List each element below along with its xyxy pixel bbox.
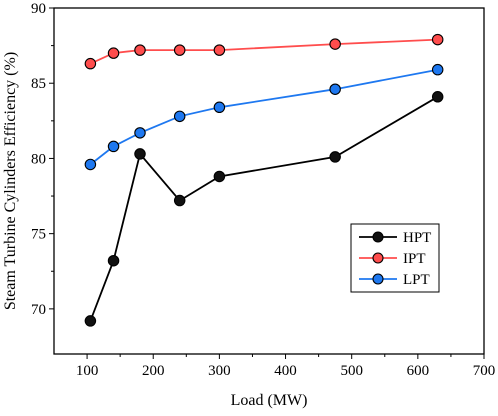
x-tick-label: 600: [407, 363, 430, 379]
legend-label-ipt: IPT: [403, 251, 426, 267]
legend: HPT IPT LPT: [350, 223, 440, 293]
plot-area: [53, 7, 485, 355]
data-point-ipt: [329, 38, 341, 50]
legend-marker-hpt: [372, 231, 384, 243]
series-lpt: [84, 63, 444, 171]
data-point-lpt: [107, 140, 120, 153]
data-point-hpt: [134, 148, 146, 160]
x-axis-label: Load (MW): [231, 392, 308, 409]
data-point-ipt: [213, 44, 226, 56]
plot-frame: [53, 7, 485, 355]
data-point-lpt: [213, 101, 226, 114]
data-point-hpt: [84, 315, 97, 327]
series-layer: [84, 33, 444, 327]
legend-item-lpt: LPT: [359, 272, 430, 288]
y-axis-label: Steam Turbine Cylinders Efficiency (%): [2, 52, 19, 310]
y-tick-label: 85: [31, 76, 46, 92]
y-tick-label: 75: [31, 227, 46, 243]
x-tick-label: 200: [142, 363, 165, 379]
legend-label-hpt: HPT: [403, 230, 431, 246]
data-point-lpt: [431, 63, 444, 76]
x-tick-label: 100: [76, 363, 99, 379]
data-point-hpt: [173, 194, 186, 207]
y-tick-label: 80: [31, 151, 46, 167]
axis-ticks: 100 200 300 400 500 600 700 70 75 80 85 90: [31, 1, 495, 379]
data-point-hpt: [213, 170, 226, 183]
data-point-ipt: [173, 44, 186, 56]
x-tick-label: 300: [208, 363, 231, 379]
data-point-hpt: [431, 91, 444, 103]
series-hpt: [84, 91, 444, 327]
legend-marker-ipt: [372, 252, 384, 264]
data-point-hpt: [107, 254, 120, 267]
data-point-lpt: [329, 83, 341, 95]
legend-label-lpt: LPT: [403, 272, 430, 288]
x-tick-label: 500: [340, 363, 363, 379]
legend-item-hpt: HPT: [359, 230, 431, 246]
x-tick-label: 700: [473, 363, 496, 379]
data-point-lpt: [173, 110, 186, 123]
data-point-ipt: [431, 33, 444, 46]
data-point-ipt: [84, 57, 97, 70]
data-point-hpt: [329, 151, 341, 163]
data-point-lpt: [84, 158, 97, 171]
data-point-lpt: [134, 127, 146, 139]
legend-item-ipt: IPT: [359, 251, 426, 267]
series-ipt: [84, 33, 444, 70]
legend-marker-lpt: [372, 273, 384, 285]
y-tick-label: 70: [31, 302, 46, 318]
y-tick-label: 90: [31, 1, 46, 17]
data-point-ipt: [134, 44, 146, 56]
x-tick-label: 400: [274, 363, 297, 379]
data-point-ipt: [107, 47, 120, 59]
